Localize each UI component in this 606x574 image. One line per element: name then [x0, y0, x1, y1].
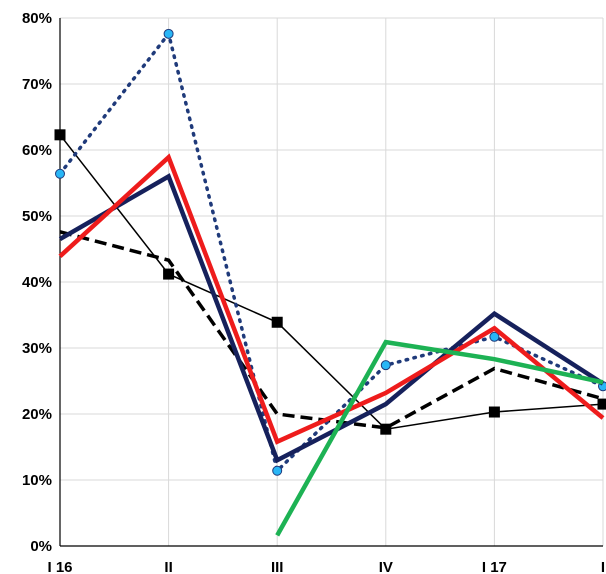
y-tick-label: 0% [30, 538, 52, 555]
series-line [275, 339, 604, 537]
series-2 [59, 230, 604, 430]
y-tick-label: 70% [22, 76, 52, 93]
series-line [58, 153, 605, 445]
x-tick-label: I 17 [482, 559, 507, 574]
x-tick-label: I [601, 559, 605, 574]
y-tick-label: 40% [22, 274, 52, 291]
data-point-circle [55, 168, 65, 179]
y-tick-label: 30% [22, 340, 52, 357]
series-5 [58, 153, 605, 445]
y-tick-label: 50% [22, 208, 52, 225]
series-1 [54, 129, 606, 435]
y-tick-label: 80% [22, 10, 52, 27]
series-6 [275, 339, 604, 537]
series-line [58, 173, 605, 464]
data-point-square [597, 398, 606, 410]
data-point-circle [163, 28, 174, 39]
grid [59, 17, 604, 547]
series-4 [58, 173, 605, 464]
x-axis-ticks: I 16 II III IV I 17 I [47, 559, 605, 574]
y-tick-label: 60% [22, 142, 52, 159]
x-tick-label: I 16 [47, 559, 72, 574]
x-tick-label: II [164, 559, 172, 574]
y-tick-label: 20% [22, 406, 52, 423]
data-point-square [380, 423, 392, 435]
x-tick-label: III [271, 559, 284, 574]
data-point-circle [380, 360, 391, 371]
series-line [59, 230, 604, 430]
data-point-square [163, 268, 175, 280]
data-point-circle [272, 465, 283, 476]
series-line [59, 134, 604, 430]
data-point-circle [489, 331, 500, 342]
y-tick-label: 10% [22, 472, 52, 489]
data-point-square [271, 316, 283, 328]
x-tick-label: IV [379, 559, 393, 574]
data-point-square [488, 406, 500, 418]
data-point-square [54, 129, 66, 141]
y-axis-ticks: 0% 10% 20% 30% 40% 50% 60% 70% 80% [22, 10, 52, 555]
series-lines [54, 28, 606, 537]
